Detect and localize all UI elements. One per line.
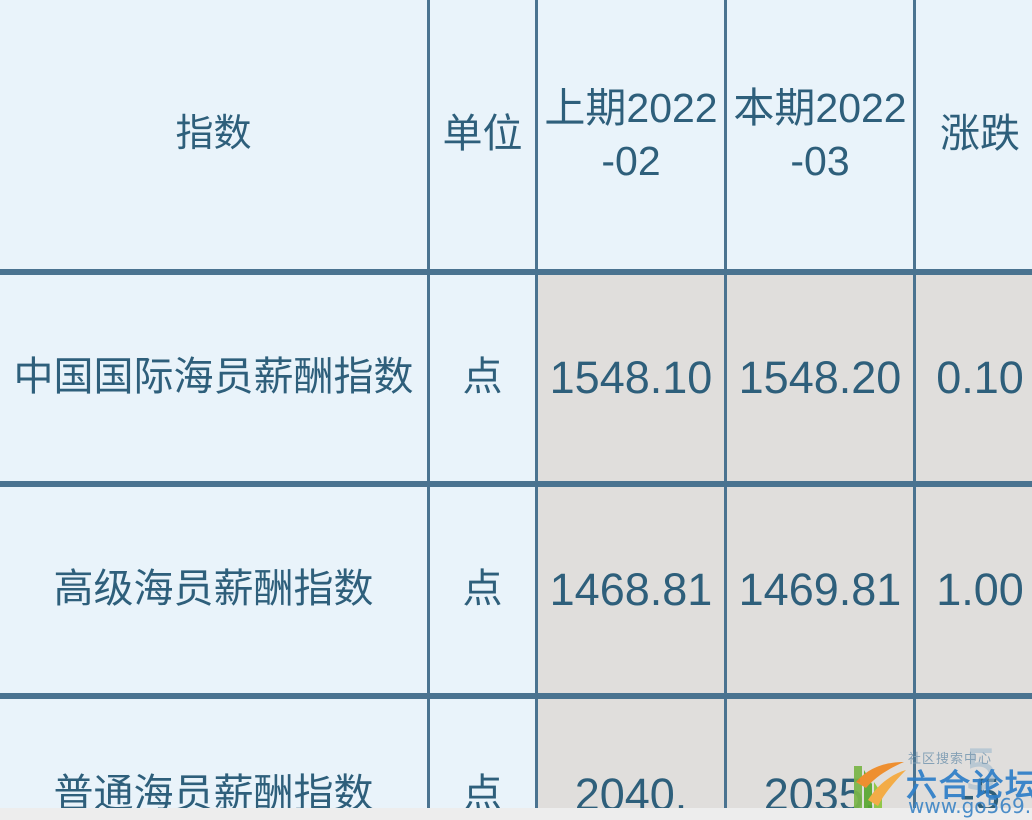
page-bottom-edge: [0, 808, 1032, 820]
cell-current-value: 1548.20: [725, 272, 916, 487]
table-row: 普通海员薪酬指数 点 2040. 2035. -5: [0, 696, 1032, 820]
cell-previous-value: 1468.81: [536, 484, 727, 699]
header-cell-previous-period: 上期2022-02: [536, 0, 727, 275]
header-label-index: 指数: [175, 113, 252, 156]
header-label-unit: 单位: [442, 111, 523, 156]
header-row: 指数 单位 上期2022-02 本期2022-03 涨跌: [0, 0, 1032, 275]
unit-text: 点: [462, 567, 503, 612]
header-label-previous-period: 上期2022-02: [544, 85, 718, 184]
cell-previous-value: 1548.10: [536, 272, 727, 487]
cell-unit: 点: [428, 272, 538, 487]
cell-current-value: 2035.: [725, 696, 916, 820]
cell-unit: 点: [428, 696, 538, 820]
header-label-change: 涨跌: [940, 111, 1020, 156]
index-name-text: 高级海员薪酬指数: [53, 567, 374, 612]
cell-change-value: -5: [914, 696, 1032, 820]
table-row: 高级海员薪酬指数 点 1468.81 1469.81 1.00: [0, 484, 1032, 699]
table-body: 中国国际海员薪酬指数 点 1548.10 1548.20 0.10 高级海员薪酬…: [0, 272, 1032, 820]
header-cell-index: 指数: [0, 0, 430, 275]
previous-value-text: 1468.81: [549, 564, 713, 616]
header-cell-unit: 单位: [428, 0, 538, 275]
cell-index-name: 高级海员薪酬指数: [0, 484, 430, 699]
header-cell-current-period: 本期2022-03: [725, 0, 916, 275]
cell-previous-value: 2040.: [536, 696, 727, 820]
header-cell-change: 涨跌: [914, 0, 1032, 275]
change-value-text: 1.00: [936, 564, 1024, 616]
header-label-current-period: 本期2022-03: [733, 85, 907, 184]
change-value-text: 0.10: [936, 352, 1024, 404]
index-name-text: 中国国际海员薪酬指数: [13, 355, 414, 400]
cell-change-value: 1.00: [914, 484, 1032, 699]
cell-index-name: 中国国际海员薪酬指数: [0, 272, 430, 487]
current-value-text: 1548.20: [738, 352, 902, 404]
current-value-text: 1469.81: [738, 564, 902, 616]
table-header: 指数 单位 上期2022-02 本期2022-03 涨跌: [0, 0, 1032, 275]
cell-unit: 点: [428, 484, 538, 699]
previous-value-text: 1548.10: [549, 352, 713, 404]
cell-current-value: 1469.81: [725, 484, 916, 699]
cell-change-value: 0.10: [914, 272, 1032, 487]
unit-text: 点: [462, 355, 503, 400]
table-row: 中国国际海员薪酬指数 点 1548.10 1548.20 0.10: [0, 272, 1032, 487]
cell-index-name: 普通海员薪酬指数: [0, 696, 430, 820]
